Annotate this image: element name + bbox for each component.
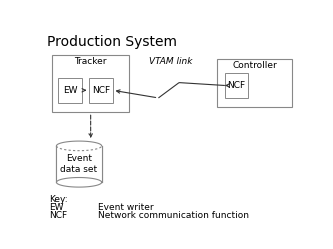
Text: NCF: NCF	[49, 211, 68, 220]
Text: Controller: Controller	[232, 61, 277, 69]
Text: Production System: Production System	[47, 35, 177, 49]
Bar	[58, 78, 82, 103]
Text: NCF: NCF	[227, 81, 245, 90]
Text: Event writer: Event writer	[99, 203, 154, 212]
Text: NCF: NCF	[92, 86, 110, 95]
Bar	[217, 59, 292, 107]
Bar	[225, 73, 248, 98]
Text: Key:: Key:	[49, 195, 68, 204]
Text: EW: EW	[63, 86, 77, 95]
Text: Tracker: Tracker	[74, 57, 107, 66]
Polygon shape	[57, 178, 102, 187]
Bar	[89, 78, 113, 103]
Text: Event
data set: Event data set	[61, 154, 98, 175]
Bar	[57, 146, 102, 182]
Bar	[52, 55, 129, 112]
Text: VTAM link: VTAM link	[149, 57, 192, 66]
Text: Network communication function: Network communication function	[99, 211, 249, 220]
Text: EW: EW	[49, 203, 64, 212]
